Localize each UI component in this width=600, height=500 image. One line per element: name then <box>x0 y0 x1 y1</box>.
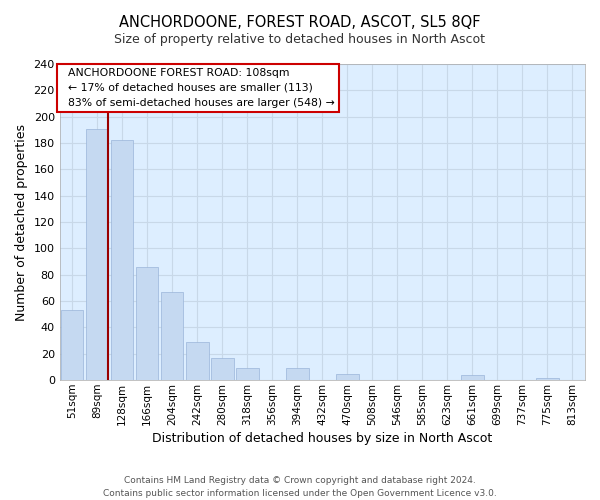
Bar <box>236 368 259 380</box>
Bar <box>61 310 83 380</box>
Bar <box>336 374 359 380</box>
Text: ANCHORDOONE FOREST ROAD: 108sqm
  ← 17% of detached houses are smaller (113)
  8: ANCHORDOONE FOREST ROAD: 108sqm ← 17% of… <box>61 68 335 108</box>
Bar <box>211 358 233 380</box>
X-axis label: Distribution of detached houses by size in North Ascot: Distribution of detached houses by size … <box>152 432 493 445</box>
Bar <box>286 368 308 380</box>
Bar <box>136 267 158 380</box>
Bar <box>161 292 184 380</box>
Text: ANCHORDOONE, FOREST ROAD, ASCOT, SL5 8QF: ANCHORDOONE, FOREST ROAD, ASCOT, SL5 8QF <box>119 15 481 30</box>
Bar <box>86 128 109 380</box>
Text: Size of property relative to detached houses in North Ascot: Size of property relative to detached ho… <box>115 32 485 46</box>
Bar <box>186 342 209 380</box>
Text: Contains HM Land Registry data © Crown copyright and database right 2024.
Contai: Contains HM Land Registry data © Crown c… <box>103 476 497 498</box>
Bar <box>111 140 133 380</box>
Bar <box>536 378 559 380</box>
Y-axis label: Number of detached properties: Number of detached properties <box>15 124 28 320</box>
Bar <box>461 375 484 380</box>
